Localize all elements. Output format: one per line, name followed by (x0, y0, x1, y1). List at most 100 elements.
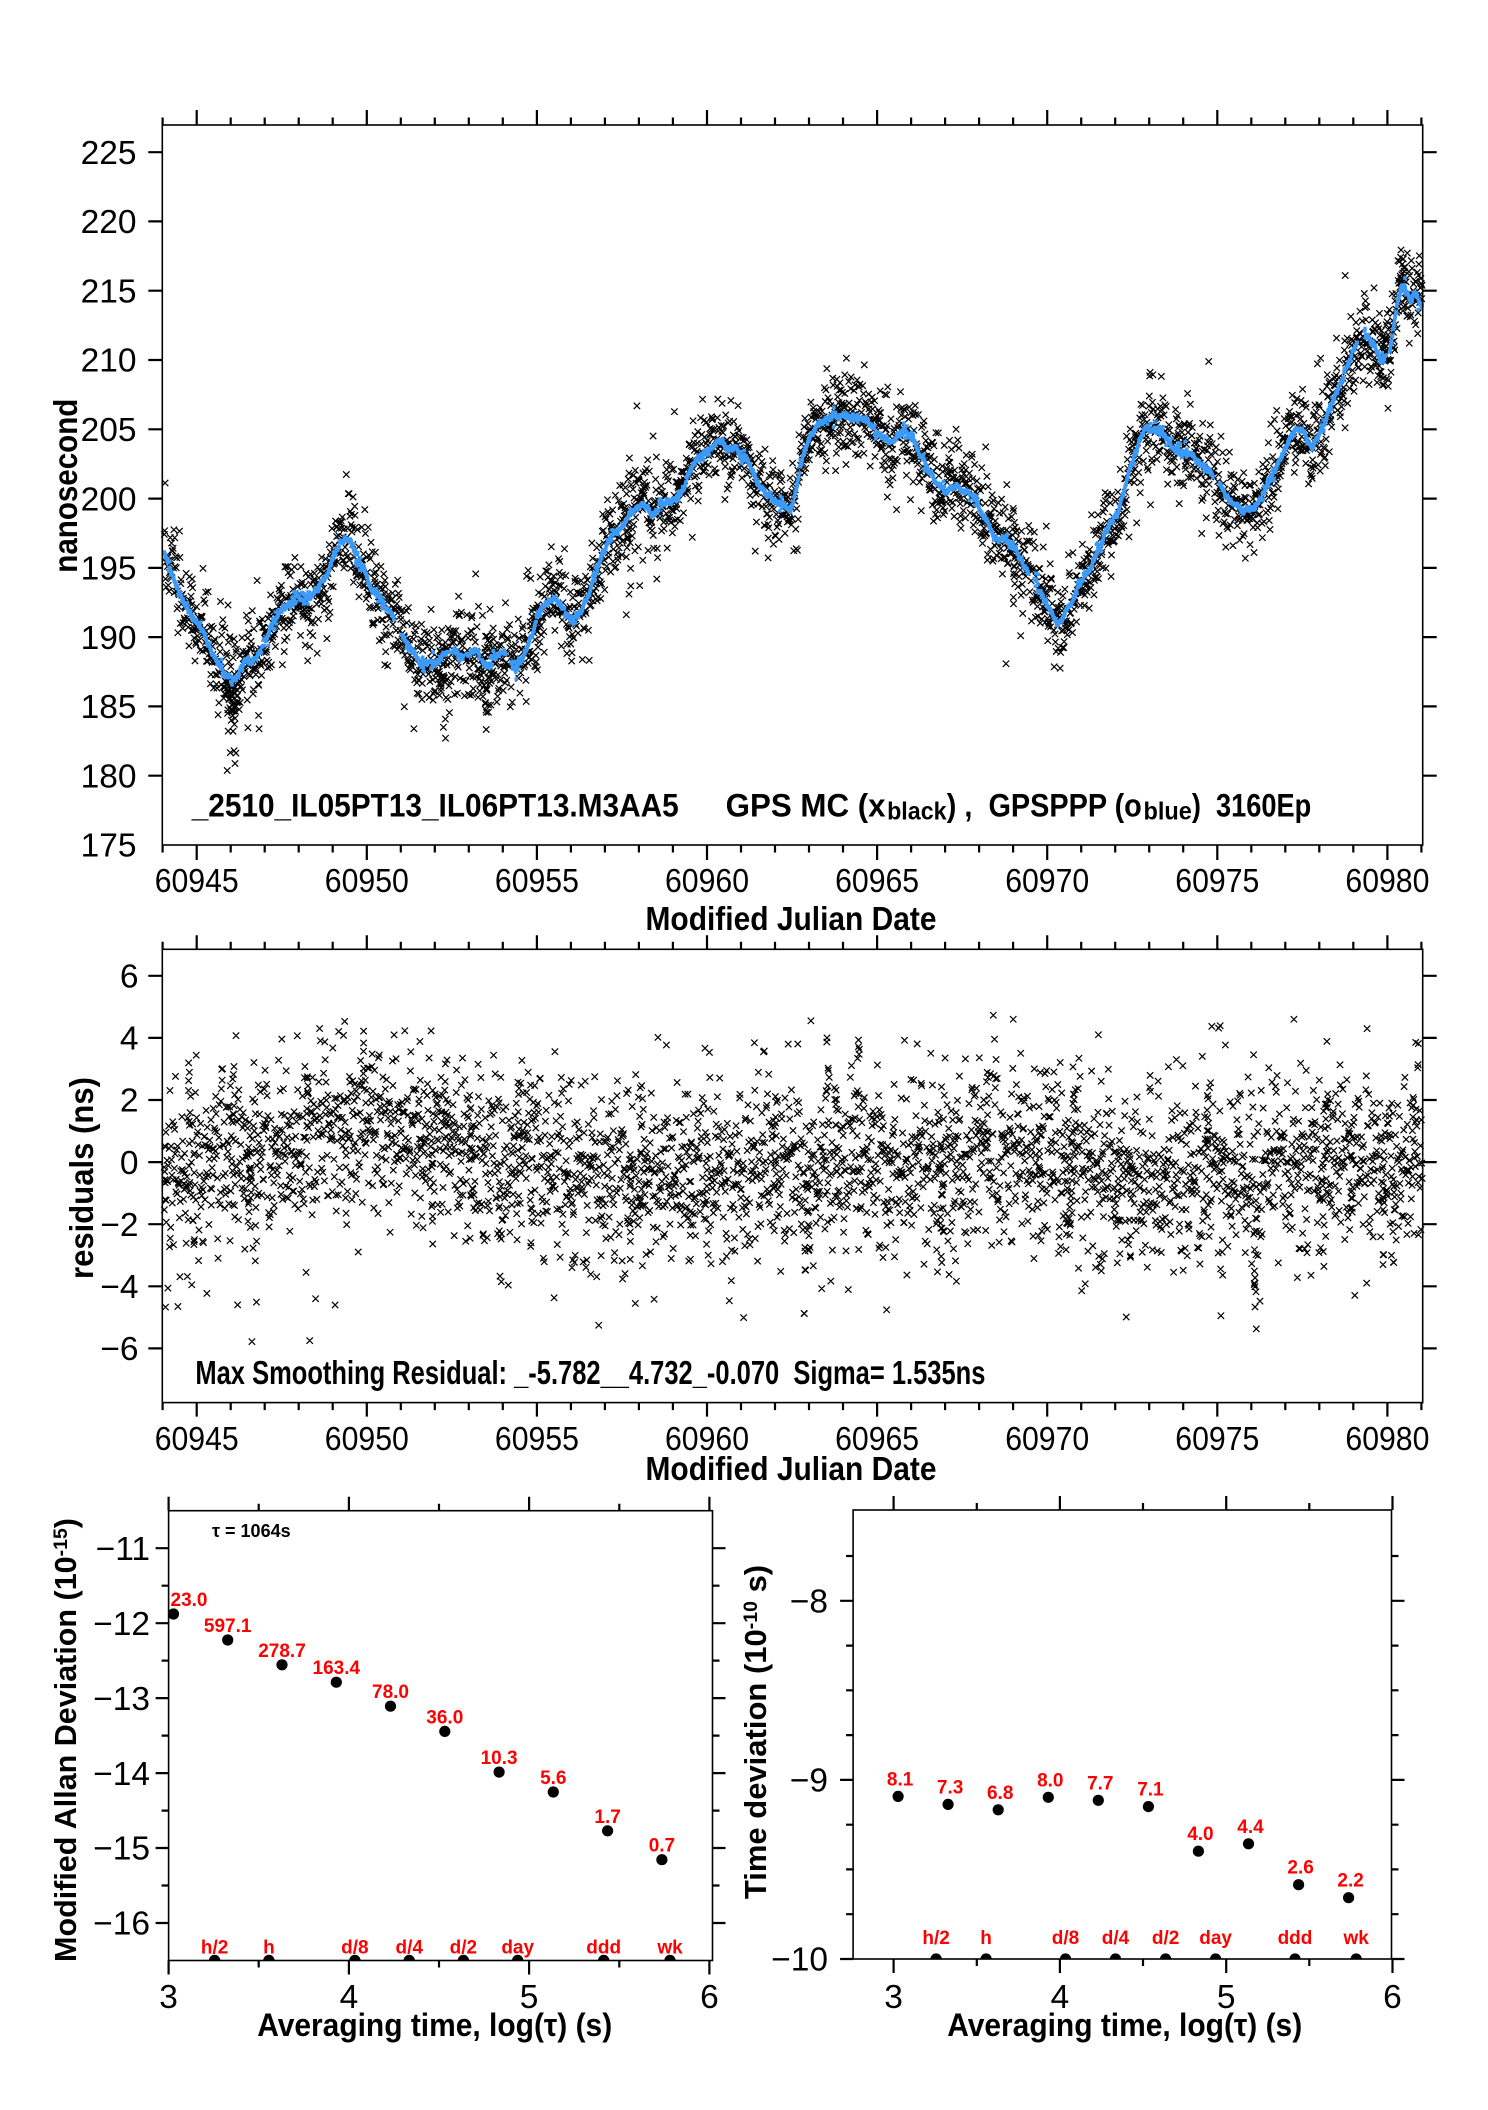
svg-text:d/2: d/2 (1152, 1928, 1179, 1949)
svg-text:−2: −2 (100, 1207, 138, 1244)
svg-text:60955: 60955 (495, 863, 579, 900)
svg-text:−10: −10 (771, 1942, 828, 1979)
svg-text:6.8: 6.8 (987, 1783, 1013, 1804)
svg-text:−6: −6 (100, 1331, 138, 1368)
svg-text:wk: wk (1343, 1928, 1370, 1949)
svg-text:Modified Julian Date: Modified Julian Date (646, 901, 937, 938)
svg-text:60970: 60970 (1005, 863, 1089, 900)
svg-text:163.4: 163.4 (313, 1658, 361, 1679)
svg-text:215: 215 (81, 273, 137, 310)
svg-text:60980: 60980 (1345, 863, 1429, 900)
svg-text:205: 205 (81, 412, 137, 449)
svg-text:8.0: 8.0 (1037, 1770, 1063, 1791)
svg-text:3: 3 (159, 1979, 178, 2016)
svg-text:h: h (980, 1928, 992, 1949)
svg-text:6: 6 (1383, 1979, 1402, 2016)
svg-text:4: 4 (340, 1979, 359, 2016)
svg-text:Averaging time, log(τ) (s): Averaging time, log(τ) (s) (257, 2007, 612, 2043)
svg-text:Modified Julian Date: Modified Julian Date (646, 1451, 937, 1488)
svg-text:8.1: 8.1 (887, 1769, 914, 1790)
svg-text:d/4: d/4 (395, 1938, 423, 1959)
svg-text:0: 0 (120, 1145, 139, 1182)
svg-text:τ = 1064s: τ = 1064s (212, 1521, 291, 1541)
svg-text:7.1: 7.1 (1137, 1780, 1164, 1801)
svg-text:ddd: ddd (586, 1938, 621, 1959)
svg-text:4: 4 (1051, 1979, 1070, 2016)
svg-text:wk: wk (656, 1938, 683, 1959)
svg-text:2: 2 (120, 1083, 139, 1120)
svg-text:−13: −13 (93, 1681, 150, 1718)
svg-text:5.6: 5.6 (540, 1768, 566, 1789)
svg-text:1.7: 1.7 (594, 1807, 620, 1828)
svg-text:−16: −16 (93, 1906, 150, 1943)
svg-text:60945: 60945 (155, 1421, 239, 1458)
svg-text:−12: −12 (93, 1606, 150, 1643)
svg-text:200: 200 (81, 481, 137, 518)
svg-text:60970: 60970 (1005, 1421, 1089, 1458)
svg-text:−8: −8 (790, 1584, 828, 1621)
svg-text:60955: 60955 (495, 1421, 579, 1458)
svg-text:210: 210 (81, 343, 137, 380)
svg-text:6: 6 (120, 959, 139, 996)
svg-text:−11: −11 (96, 1531, 150, 1568)
svg-text:36.0: 36.0 (426, 1707, 463, 1728)
svg-text:195: 195 (81, 551, 137, 588)
svg-text:3: 3 (884, 1979, 903, 2016)
svg-text:h: h (263, 1938, 275, 1959)
svg-text:225: 225 (81, 135, 137, 172)
svg-text:185: 185 (81, 689, 137, 726)
svg-text:nanosecond: nanosecond (48, 399, 85, 573)
svg-text:4.4: 4.4 (1237, 1817, 1264, 1838)
svg-text:−15: −15 (93, 1831, 150, 1868)
svg-text:278.7: 278.7 (258, 1641, 306, 1662)
svg-text:597.1: 597.1 (204, 1616, 252, 1637)
svg-text:Modified Allan Deviation (10-1: Modified Allan Deviation (10-15) (49, 1518, 83, 1962)
svg-text:d/2: d/2 (450, 1938, 477, 1959)
svg-text:60965: 60965 (835, 863, 919, 900)
svg-text:60965: 60965 (835, 1421, 919, 1458)
svg-text:d/4: d/4 (1102, 1928, 1130, 1949)
svg-text:7.7: 7.7 (1087, 1773, 1113, 1794)
svg-text:blue: blue (1144, 798, 1192, 826)
svg-text:4.0: 4.0 (1187, 1824, 1213, 1845)
svg-text:60980: 60980 (1345, 1421, 1429, 1458)
svg-text:day: day (501, 1938, 534, 1959)
svg-text:residuals (ns): residuals (ns) (64, 1077, 101, 1279)
svg-text:black: black (887, 798, 947, 826)
svg-text:−9: −9 (790, 1763, 828, 1800)
svg-text:60960: 60960 (665, 863, 749, 900)
svg-text:Averaging time, log(τ) (s): Averaging time, log(τ) (s) (947, 2007, 1302, 2043)
svg-text:2.6: 2.6 (1287, 1858, 1313, 1879)
svg-text:180: 180 (81, 758, 137, 795)
svg-text:_2510_IL05PT13_IL06PT13.M3AA5: _2510_IL05PT13_IL06PT13.M3AA5 (191, 788, 679, 824)
svg-text:60950: 60950 (325, 1421, 409, 1458)
svg-text:Max Smoothing Residual: _-5.78: Max Smoothing Residual: _-5.782__4.732_-… (195, 1354, 985, 1391)
svg-text:6: 6 (700, 1979, 719, 2016)
svg-text:190: 190 (81, 620, 137, 657)
svg-text:5: 5 (1217, 1979, 1236, 2016)
svg-text:) 3160Ep: ) 3160Ep (1192, 788, 1311, 824)
svg-text:7.3: 7.3 (937, 1777, 963, 1798)
svg-text:2.2: 2.2 (1337, 1871, 1363, 1892)
svg-text:−14: −14 (93, 1756, 150, 1793)
svg-text:day: day (1199, 1928, 1232, 1949)
svg-text:175: 175 (81, 828, 137, 865)
svg-text:78.0: 78.0 (372, 1682, 409, 1703)
svg-text:60975: 60975 (1175, 863, 1259, 900)
svg-text:h/2: h/2 (201, 1938, 228, 1959)
svg-text:5: 5 (520, 1979, 539, 2016)
svg-text:60950: 60950 (325, 863, 409, 900)
svg-text:220: 220 (81, 204, 137, 241)
svg-text:60975: 60975 (1175, 1421, 1259, 1458)
svg-text:23.0: 23.0 (171, 1590, 208, 1611)
svg-text:60945: 60945 (155, 863, 239, 900)
svg-text:10.3: 10.3 (481, 1748, 518, 1769)
svg-text:) , GPSPPP (o: ) , GPSPPP (o (947, 788, 1142, 824)
svg-text:d/8: d/8 (341, 1938, 368, 1959)
svg-text:h/2: h/2 (922, 1928, 949, 1949)
svg-text:0.7: 0.7 (649, 1836, 675, 1857)
svg-text:ddd: ddd (1278, 1928, 1313, 1949)
svg-text:4: 4 (120, 1021, 139, 1058)
svg-text:GPS MC (x: GPS MC (x (726, 788, 886, 824)
svg-text:60960: 60960 (665, 1421, 749, 1458)
